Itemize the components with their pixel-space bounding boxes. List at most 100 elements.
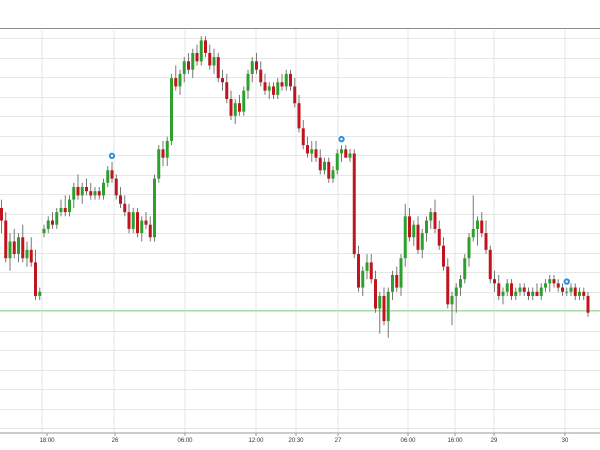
candle-body-up <box>340 149 343 154</box>
candle <box>518 283 522 296</box>
candle-body-down <box>552 279 556 284</box>
candle-body-down <box>561 287 564 292</box>
event-marker-icon[interactable] <box>108 151 117 160</box>
candle <box>106 166 110 188</box>
candle-body-down <box>318 157 322 171</box>
candle <box>85 178 88 196</box>
candle <box>204 36 207 58</box>
x-tick-label: 26 <box>112 438 119 444</box>
candle <box>136 207 139 238</box>
x-tick-label: 06:00 <box>400 438 416 444</box>
candle-body-up <box>569 287 573 292</box>
candle-body-down <box>4 220 8 259</box>
candle <box>531 287 535 301</box>
candle <box>4 212 8 263</box>
candle <box>25 241 29 267</box>
x-tick-label: 06:00 <box>177 438 193 444</box>
candle <box>403 203 407 267</box>
x-tick-label: 18:00 <box>39 438 55 444</box>
candle <box>446 258 450 309</box>
candle-body-down <box>586 295 590 313</box>
candle-body-down <box>484 233 488 250</box>
candle <box>437 220 441 250</box>
candle <box>527 287 530 301</box>
candle-body-up <box>165 140 169 158</box>
candle-body-down <box>221 78 224 83</box>
candle-body-up <box>106 170 110 183</box>
candle-body-up <box>140 220 144 234</box>
grid-lines <box>0 30 600 433</box>
candle <box>331 166 335 183</box>
candle-body-up <box>454 287 458 296</box>
event-markers <box>108 135 571 286</box>
candle <box>408 207 411 242</box>
candle-body-down <box>114 178 118 196</box>
candle-body-up <box>102 182 105 196</box>
candle-body-up <box>459 279 462 288</box>
candle <box>102 178 105 200</box>
candle-body-down <box>369 262 373 280</box>
candle-body-down <box>216 57 220 79</box>
candle-body-down <box>229 99 233 116</box>
candle <box>378 291 382 334</box>
candle <box>348 149 352 162</box>
candle-body-up <box>476 220 479 229</box>
candle <box>382 287 386 326</box>
candle <box>259 61 263 87</box>
candle <box>569 283 573 296</box>
x-tick-label: 29 <box>491 438 498 444</box>
candle <box>471 195 475 242</box>
candle-body-down <box>280 82 284 87</box>
candle <box>276 78 280 100</box>
candle <box>250 57 254 83</box>
candle-body-down <box>433 212 437 229</box>
x-axis-ticks: 18:00 26 06:00 12:00 20:30 27 06:00 16:00 29 30 <box>39 433 569 444</box>
candle <box>344 145 348 158</box>
candle-body-down <box>29 249 33 263</box>
x-tick-label: 20:30 <box>288 438 304 444</box>
candle <box>297 94 301 133</box>
candle <box>442 237 445 271</box>
candle <box>178 69 182 95</box>
x-tick-label: 27 <box>335 438 342 444</box>
candle-body-up <box>276 82 280 95</box>
candle-body-down <box>225 82 229 100</box>
candle <box>157 145 161 183</box>
event-marker-icon[interactable] <box>562 277 571 286</box>
candle <box>318 149 322 175</box>
candle-body-down <box>408 216 411 238</box>
candle <box>352 149 356 259</box>
candle <box>182 57 186 83</box>
candle-body-up <box>246 73 250 91</box>
event-marker-icon[interactable] <box>337 135 346 144</box>
candle <box>123 195 127 217</box>
candle <box>46 216 50 234</box>
candle-body-down <box>293 86 297 104</box>
candle <box>561 283 564 296</box>
candle <box>582 287 586 301</box>
candle <box>480 212 484 238</box>
candle <box>68 195 71 217</box>
candle <box>34 249 37 301</box>
candle-body-down <box>89 191 93 196</box>
candle-body-down <box>161 149 165 158</box>
candle <box>433 199 437 234</box>
candle-body-down <box>493 279 496 284</box>
candle <box>76 174 80 200</box>
candle <box>208 44 212 70</box>
candle-body-up <box>55 212 59 225</box>
candle-body-up <box>425 220 428 234</box>
candle <box>463 254 467 284</box>
candle-body-up <box>403 216 407 259</box>
candle-body-down <box>0 207 3 221</box>
candle <box>93 187 97 200</box>
candle <box>450 291 454 326</box>
candle-body-up <box>178 73 182 87</box>
candle-body-down <box>123 203 127 213</box>
candle-body-up <box>501 291 505 296</box>
candle-body-up <box>59 207 63 213</box>
candle-body-down <box>327 161 331 179</box>
candle-body-up <box>361 270 365 288</box>
candle-body-down <box>110 170 114 179</box>
candle-body-up <box>242 90 246 112</box>
